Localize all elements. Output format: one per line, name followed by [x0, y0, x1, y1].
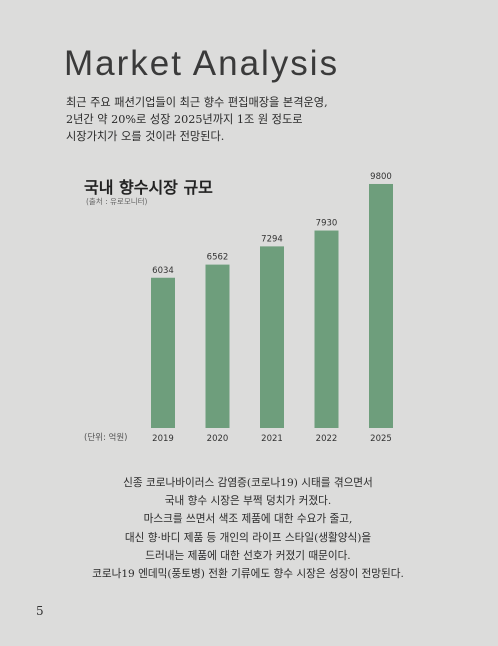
x-tick-label: 2020 [207, 434, 229, 444]
x-tick-label: 2022 [316, 434, 338, 444]
data-label: 6034 [152, 266, 174, 276]
bar-2021 [260, 246, 284, 428]
data-label: 7294 [261, 234, 283, 244]
chart-source: (출처 : 유로모니터) [86, 197, 148, 206]
chart-title: 국내 향수시장 규모 [84, 178, 213, 197]
data-label: 9800 [370, 172, 392, 182]
x-tick-label: 2025 [370, 434, 392, 444]
body-line: 신종 코로나바이러스 감염증(코로나19) 시태를 겪으면서 [123, 477, 373, 489]
x-tick-label: 2021 [261, 434, 283, 444]
x-tick-label: 2019 [152, 434, 174, 444]
body-line: 드러내는 제품에 대한 선호가 커졌기 때문이다. [145, 549, 351, 562]
body-line: 대신 향·바디 제품 등 개인의 라이프 스타일(생활양식)을 [124, 531, 372, 544]
intro-line: 최근 주요 패션기업들이 최근 향수 편집매장을 본격운영, [66, 96, 328, 109]
bar-2022 [314, 230, 339, 428]
body-line: 국내 향수 시장은 부쩍 덩치가 커졌다. [164, 495, 332, 508]
intro-line: 2년간 약 20%로 성장 2025년까지 1조 원 정도로 [66, 113, 303, 126]
bar-2019 [151, 277, 175, 428]
bar-2025 [369, 183, 393, 428]
data-label: 6562 [207, 253, 229, 263]
intro-paragraph: 최근 주요 패션기업들이 최근 향수 편집매장을 본격운영, 2년간 약 20%… [66, 94, 426, 145]
chart-unit-label: (단위: 억원) [84, 433, 128, 443]
data-label: 7930 [316, 219, 338, 229]
page-number: 5 [36, 604, 44, 618]
body-line: 코로나19 엔데믹(풍토병) 전환 기류에도 향수 시장은 성장이 전망된다. [92, 568, 404, 581]
body-line: 마스크를 쓰면서 색조 제품에 대한 수요가 줄고, [143, 513, 353, 526]
intro-line: 시장가치가 오를 것이라 전망된다. [66, 130, 225, 143]
body-paragraph: 신종 코로나바이러스 감염증(코로나19) 시태를 겪으면서 국내 향수 시장은… [30, 474, 466, 583]
page-title: Market Analysis [64, 44, 340, 83]
bar-2020 [205, 264, 230, 428]
